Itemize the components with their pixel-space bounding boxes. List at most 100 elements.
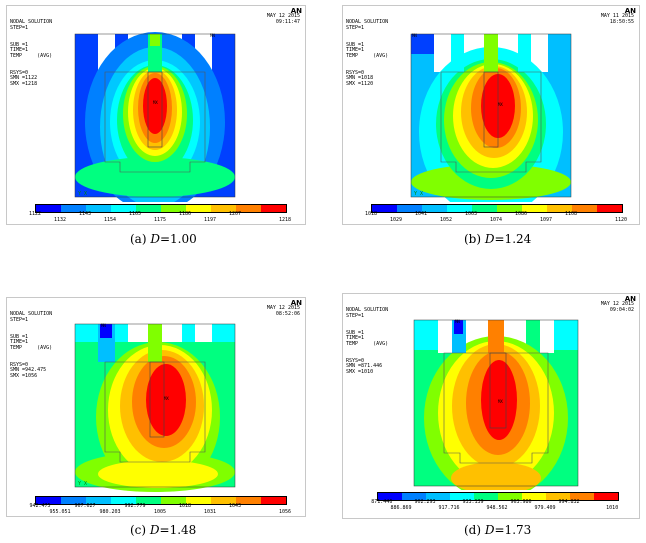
legend-swatch xyxy=(136,205,161,212)
ansys-logo: AN xyxy=(290,7,302,15)
legend-swatch xyxy=(498,493,522,500)
tick-label: 963.986 xyxy=(510,499,532,505)
legend-swatch xyxy=(546,493,570,500)
tick-label: 1043 xyxy=(228,503,242,509)
tick-label: 948.562 xyxy=(486,505,508,511)
panel-d: NODAL SOLUTION STEP=1 SUB =1 TIME=1 TEMP (A… xyxy=(342,293,640,519)
min-label: MN xyxy=(101,323,106,328)
legend-swatch xyxy=(86,497,111,504)
tick-label: 992.779 xyxy=(124,503,146,509)
legend-swatch xyxy=(474,493,498,500)
tick-label: 955.051 xyxy=(49,509,71,515)
tick-label: 1143 xyxy=(78,211,92,217)
tick-label: 1086 xyxy=(514,211,528,217)
tick-label: 1063 xyxy=(464,211,478,217)
panel-c: NODAL SOLUTION STEP=1 SUB =1 TIME=1 TEMP (A… xyxy=(6,297,306,517)
tick-label: 1056 xyxy=(278,509,292,515)
contour-plot: MX MN Y X xyxy=(74,323,236,492)
color-legend xyxy=(371,204,623,213)
legend-swatch xyxy=(86,205,111,212)
tick-label: 1029 xyxy=(389,217,403,223)
contour-plot: MX MN Y X xyxy=(70,32,240,202)
tick-label: 1197 xyxy=(203,217,217,223)
legend-swatch xyxy=(402,493,426,500)
tick-label: 1052 xyxy=(439,217,453,223)
tick-label: 1097 xyxy=(539,217,553,223)
tick-label: 942.475 xyxy=(29,503,51,509)
timestamp: MAY 11 2015 18:50:55 xyxy=(600,13,634,25)
tick-label: 1018 xyxy=(364,211,378,217)
legend-swatch xyxy=(36,205,61,212)
tick-label: 1122 xyxy=(28,211,42,217)
color-legend xyxy=(35,204,287,213)
legend-swatch xyxy=(211,497,236,504)
axis-triad: Y X xyxy=(414,191,423,197)
tick-label: 1154 xyxy=(103,217,117,223)
legend-swatch xyxy=(450,493,474,500)
min-label: MN xyxy=(412,33,417,38)
contour-plot: MX MN Y X xyxy=(410,33,572,202)
caption-d: (d) D=1.73 xyxy=(464,523,532,537)
legend-swatch xyxy=(236,205,261,212)
legend-swatch xyxy=(61,497,86,504)
tick-label: 1120 xyxy=(614,217,628,223)
legend-swatch xyxy=(597,205,622,212)
legend-swatch xyxy=(161,205,186,212)
legend-swatch xyxy=(261,497,286,504)
tick-label: 1041 xyxy=(414,211,428,217)
axis-triad: Y X xyxy=(78,481,87,487)
min-label: MN xyxy=(455,319,460,324)
axis-triad: Y X xyxy=(78,191,87,197)
tick-label: 1165 xyxy=(128,211,142,217)
tick-label: 1218 xyxy=(278,217,292,223)
tick-label: 1175 xyxy=(153,217,167,223)
panel-header: NODAL SOLUTION STEP=1 SUB =1 TIME=1 TEMP (A… xyxy=(10,311,53,379)
timestamp: MAY 12 2015 09:11:47 xyxy=(266,13,300,25)
legend-swatch xyxy=(397,205,422,212)
legend-swatch xyxy=(136,497,161,504)
tick-label: 1010 xyxy=(606,505,619,511)
tick-label: 1018 xyxy=(178,503,192,509)
legend-swatch xyxy=(186,205,211,212)
tick-label: 967.627 xyxy=(74,503,96,509)
contour-plot: MX MN xyxy=(413,319,579,490)
legend-swatch xyxy=(161,497,186,504)
caption-b: (b) D=1.24 xyxy=(464,232,532,246)
legend-swatch xyxy=(36,497,61,504)
tick-label: 1005 xyxy=(153,509,167,515)
legend-swatch xyxy=(572,205,597,212)
legend-swatch xyxy=(594,493,618,500)
legend-swatch xyxy=(426,493,450,500)
max-label: MX xyxy=(498,102,503,107)
panel-a: NODAL SOLUTION STEP=1 SUB =1 TIME=1 TEMP (A… xyxy=(6,5,306,225)
ansys-logo: AN xyxy=(624,295,636,303)
color-legend xyxy=(35,496,287,505)
legend-swatch xyxy=(111,205,136,212)
legend-swatch xyxy=(522,205,547,212)
legend-swatch xyxy=(61,205,86,212)
tick-label: 933.139 xyxy=(462,499,484,505)
legend-swatch xyxy=(472,205,497,212)
min-label: MN xyxy=(210,33,215,38)
legend-swatch xyxy=(497,205,522,212)
legend-swatch xyxy=(522,493,546,500)
tick-label: 1108 xyxy=(564,211,578,217)
caption-c: (c) D=1.48 xyxy=(130,523,197,537)
ansys-logo: AN xyxy=(290,299,302,307)
legend-swatch xyxy=(211,205,236,212)
legend-swatch xyxy=(261,205,286,212)
timestamp: MAY 12 2015 09:04:02 xyxy=(600,301,634,313)
tick-label: 1132 xyxy=(53,217,67,223)
legend-swatch xyxy=(547,205,572,212)
tick-label: 980.203 xyxy=(99,509,121,515)
panel-header: NODAL SOLUTION STEP=1 SUB =1 TIME=1 TEMP (A… xyxy=(10,19,53,87)
ansys-logo: AN xyxy=(624,7,636,15)
panel-header: NODAL SOLUTION STEP=1 SUB =1 TIME=1 TEMP (A… xyxy=(346,307,389,375)
legend-swatch xyxy=(186,497,211,504)
legend-swatch xyxy=(236,497,261,504)
tick-label: 902.293 xyxy=(414,499,436,505)
tick-label: 871.446 xyxy=(371,499,393,505)
legend-swatch xyxy=(447,205,472,212)
legend-swatch xyxy=(372,205,397,212)
timestamp: MAY 12 2015 08:52:06 xyxy=(266,305,300,317)
